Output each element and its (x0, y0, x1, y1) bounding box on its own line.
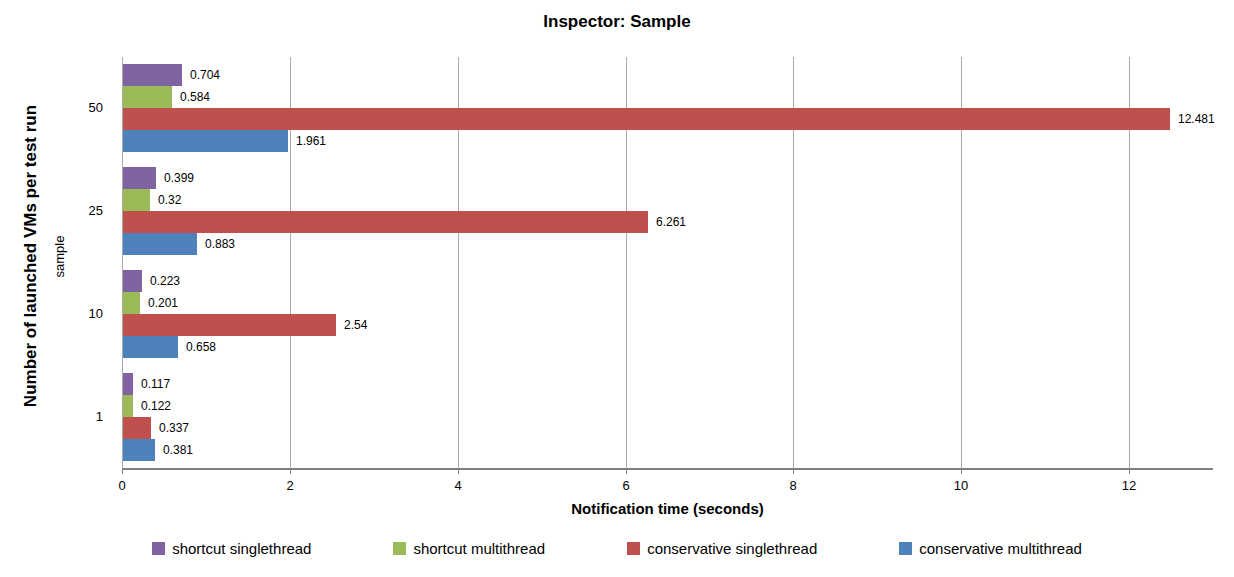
legend-swatch-icon (393, 542, 406, 555)
legend-label: conservative multithread (919, 540, 1082, 557)
bar-conservative-singlethread-50 (123, 108, 1170, 130)
legend-item-conservative-singlethread: conservative singlethread (627, 540, 817, 557)
bar-value-label: 0.381 (163, 439, 193, 461)
legend-label: shortcut multithread (413, 540, 545, 557)
bar-conservative-multithread-10 (123, 336, 178, 358)
legend-item-shortcut-multithread: shortcut multithread (393, 540, 545, 557)
x-tick-label: 12 (1099, 478, 1159, 493)
bar-value-label: 0.32 (158, 189, 181, 211)
y-category-label: 10 (0, 305, 103, 323)
bar-value-label: 0.223 (150, 270, 180, 292)
bar-shortcut-singlethread-10 (123, 270, 142, 292)
y-category-label: 50 (0, 99, 103, 117)
bar-value-label: 0.122 (141, 395, 171, 417)
bar-value-label: 0.399 (164, 167, 194, 189)
bar-conservative-multithread-50 (123, 130, 288, 152)
plot-area: 0.7040.584 12.481 1.961 0.3990.32 6.261 0.883… (122, 57, 1213, 470)
legend-label: conservative singlethread (647, 540, 817, 557)
axis-tick (626, 470, 627, 474)
bar-value-label: 0.658 (186, 336, 216, 358)
bar-value-label: 2.54 (344, 314, 367, 336)
y-axis-subtitle: sample (52, 157, 67, 357)
x-tick-label: 8 (763, 478, 823, 493)
bar-shortcut-multithread-50 (123, 86, 172, 108)
legend-swatch-icon (899, 542, 912, 555)
bar-conservative-multithread-25 (123, 233, 197, 255)
bar-shortcut-multithread-25 (123, 189, 150, 211)
bar-conservative-singlethread-25 (123, 211, 648, 233)
y-category-label: 1 (0, 408, 103, 426)
axis-tick (290, 470, 291, 474)
bar-value-label: 6.261 (656, 211, 686, 233)
legend-item-conservative-multithread: conservative multithread (899, 540, 1082, 557)
bar-value-label: 0.337 (159, 417, 189, 439)
x-tick-label: 2 (260, 478, 320, 493)
x-tick-label: 4 (428, 478, 488, 493)
axis-tick (793, 470, 794, 474)
chart-container: Inspector: Sample Number of launched VMs… (0, 0, 1234, 577)
bar-value-label: 0.584 (180, 86, 210, 108)
bar-conservative-multithread-1 (123, 439, 155, 461)
legend-label: shortcut singlethread (172, 540, 311, 557)
bar-value-label: 12.481 (1178, 108, 1215, 130)
bar-value-label: 0.201 (148, 292, 178, 314)
legend: shortcut singlethread shortcut multithrea… (0, 540, 1234, 557)
bar-shortcut-multithread-10 (123, 292, 140, 314)
bar-shortcut-multithread-1 (123, 395, 133, 417)
x-tick-label: 0 (92, 478, 152, 493)
bar-value-label: 1.961 (296, 130, 326, 152)
legend-swatch-icon (627, 542, 640, 555)
axis-tick (1129, 470, 1130, 474)
bar-shortcut-singlethread-50 (123, 64, 182, 86)
legend-swatch-icon (152, 542, 165, 555)
bar-value-label: 0.883 (205, 233, 235, 255)
chart-title: Inspector: Sample (0, 12, 1234, 32)
legend-item-shortcut-singlethread: shortcut singlethread (152, 540, 311, 557)
axis-tick (122, 470, 123, 474)
bar-shortcut-singlethread-1 (123, 373, 133, 395)
bar-conservative-singlethread-1 (123, 417, 151, 439)
x-tick-label: 6 (596, 478, 656, 493)
x-axis-title: Notification time (seconds) (122, 500, 1213, 517)
axis-tick (458, 470, 459, 474)
bar-shortcut-singlethread-25 (123, 167, 156, 189)
bar-value-label: 0.704 (190, 64, 220, 86)
bar-conservative-singlethread-10 (123, 314, 336, 336)
x-tick-label: 10 (931, 478, 991, 493)
bar-value-label: 0.117 (141, 373, 170, 395)
axis-tick (961, 470, 962, 474)
y-category-label: 25 (0, 202, 103, 220)
